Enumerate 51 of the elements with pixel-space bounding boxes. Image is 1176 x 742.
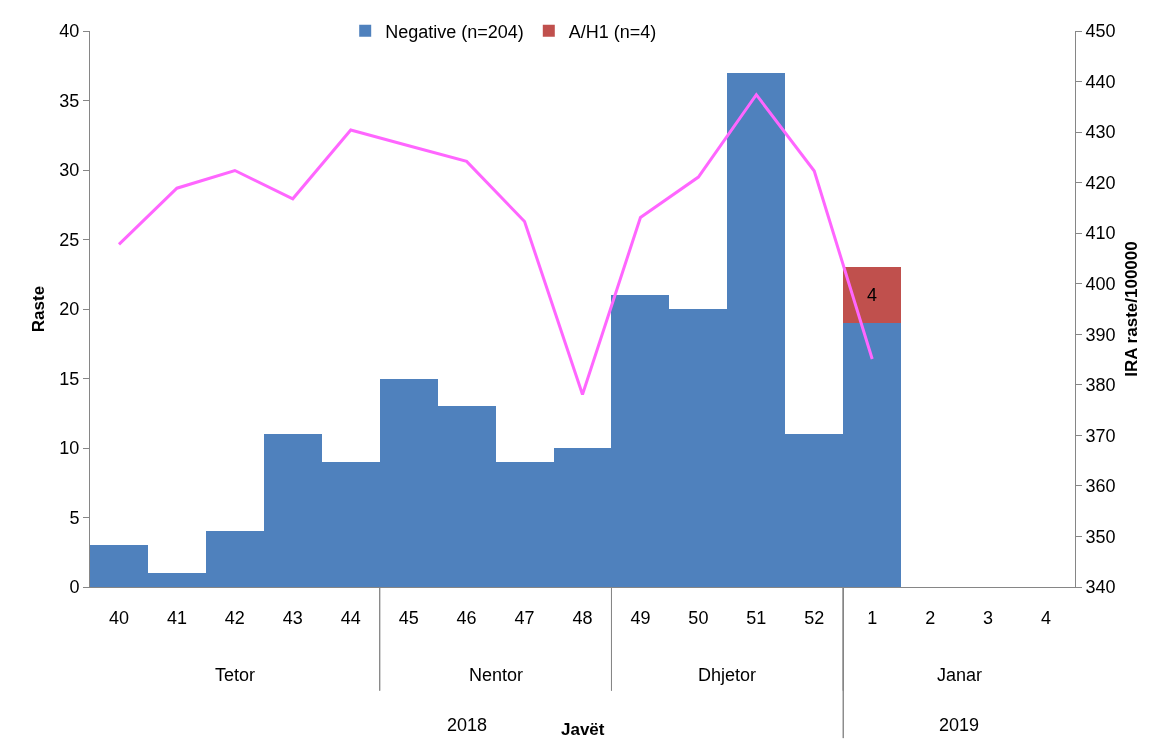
x-tick-label: 52	[804, 607, 825, 628]
y2-tick-label: 450	[1085, 21, 1116, 42]
x-tick-label: 46	[456, 607, 477, 628]
y-tick-label: 10	[59, 438, 80, 459]
legend-label: A/H1 (n=4)	[568, 21, 657, 42]
y-tick-label: 5	[69, 507, 80, 528]
x-tick-label: 51	[746, 607, 767, 628]
y2-tick-label: 390	[1085, 324, 1116, 345]
y2-tick-label: 440	[1085, 71, 1116, 92]
x-tick-label: 43	[282, 607, 303, 628]
text: Javët	[561, 720, 605, 739]
data-label: 4	[866, 285, 878, 305]
y-tick-label: 35	[59, 90, 80, 111]
y-tick-label: 0	[69, 577, 80, 598]
x-tick-label: 4	[1041, 607, 1052, 628]
x-tick-label: 41	[166, 607, 187, 628]
x-tick-label: 47	[514, 607, 535, 628]
x-tick-label: 1	[867, 607, 878, 628]
bar	[843, 267, 901, 323]
y2-tick-label: 410	[1085, 223, 1116, 244]
y2-tick-label: 400	[1085, 274, 1116, 295]
y2-tick-label: 340	[1085, 577, 1116, 598]
x-tick-label: 48	[572, 607, 593, 628]
y2-tick-label: 380	[1085, 375, 1116, 396]
y-tick-label: 20	[59, 299, 80, 320]
x-tick-label: 44	[340, 607, 361, 628]
x-tick-label: 42	[224, 607, 245, 628]
legend-label: Negative (n=204)	[385, 21, 524, 42]
y2-tick-label: 360	[1085, 476, 1116, 497]
y2-tick-label: 350	[1085, 526, 1116, 547]
text: Tetor	[215, 665, 256, 685]
text: 2018	[447, 715, 488, 735]
x-tick-label: 3	[983, 607, 994, 628]
text: Janar	[937, 665, 983, 685]
y-tick-label: 25	[59, 229, 80, 250]
y2-tick-label: 430	[1085, 122, 1116, 143]
x-tick-label: 49	[630, 607, 651, 628]
x-tick-label: 50	[688, 607, 709, 628]
y2-tick-label: 370	[1085, 425, 1116, 446]
x-tick-label: 40	[108, 607, 129, 628]
y2-tick-label: 420	[1085, 172, 1116, 193]
x-tick-label: 45	[398, 607, 419, 628]
y-tick-label: 30	[59, 160, 80, 181]
y-tick-label: 15	[59, 368, 80, 389]
text: 2019	[939, 715, 980, 735]
y-axis-title: Raste	[28, 285, 48, 333]
y2-axis-title: IRA raste/100000	[1122, 241, 1142, 377]
y-tick-label: 40	[59, 21, 80, 42]
text: Dhjetor	[698, 665, 757, 685]
x-tick-label: 2	[925, 607, 936, 628]
text: Nentor	[469, 665, 524, 685]
